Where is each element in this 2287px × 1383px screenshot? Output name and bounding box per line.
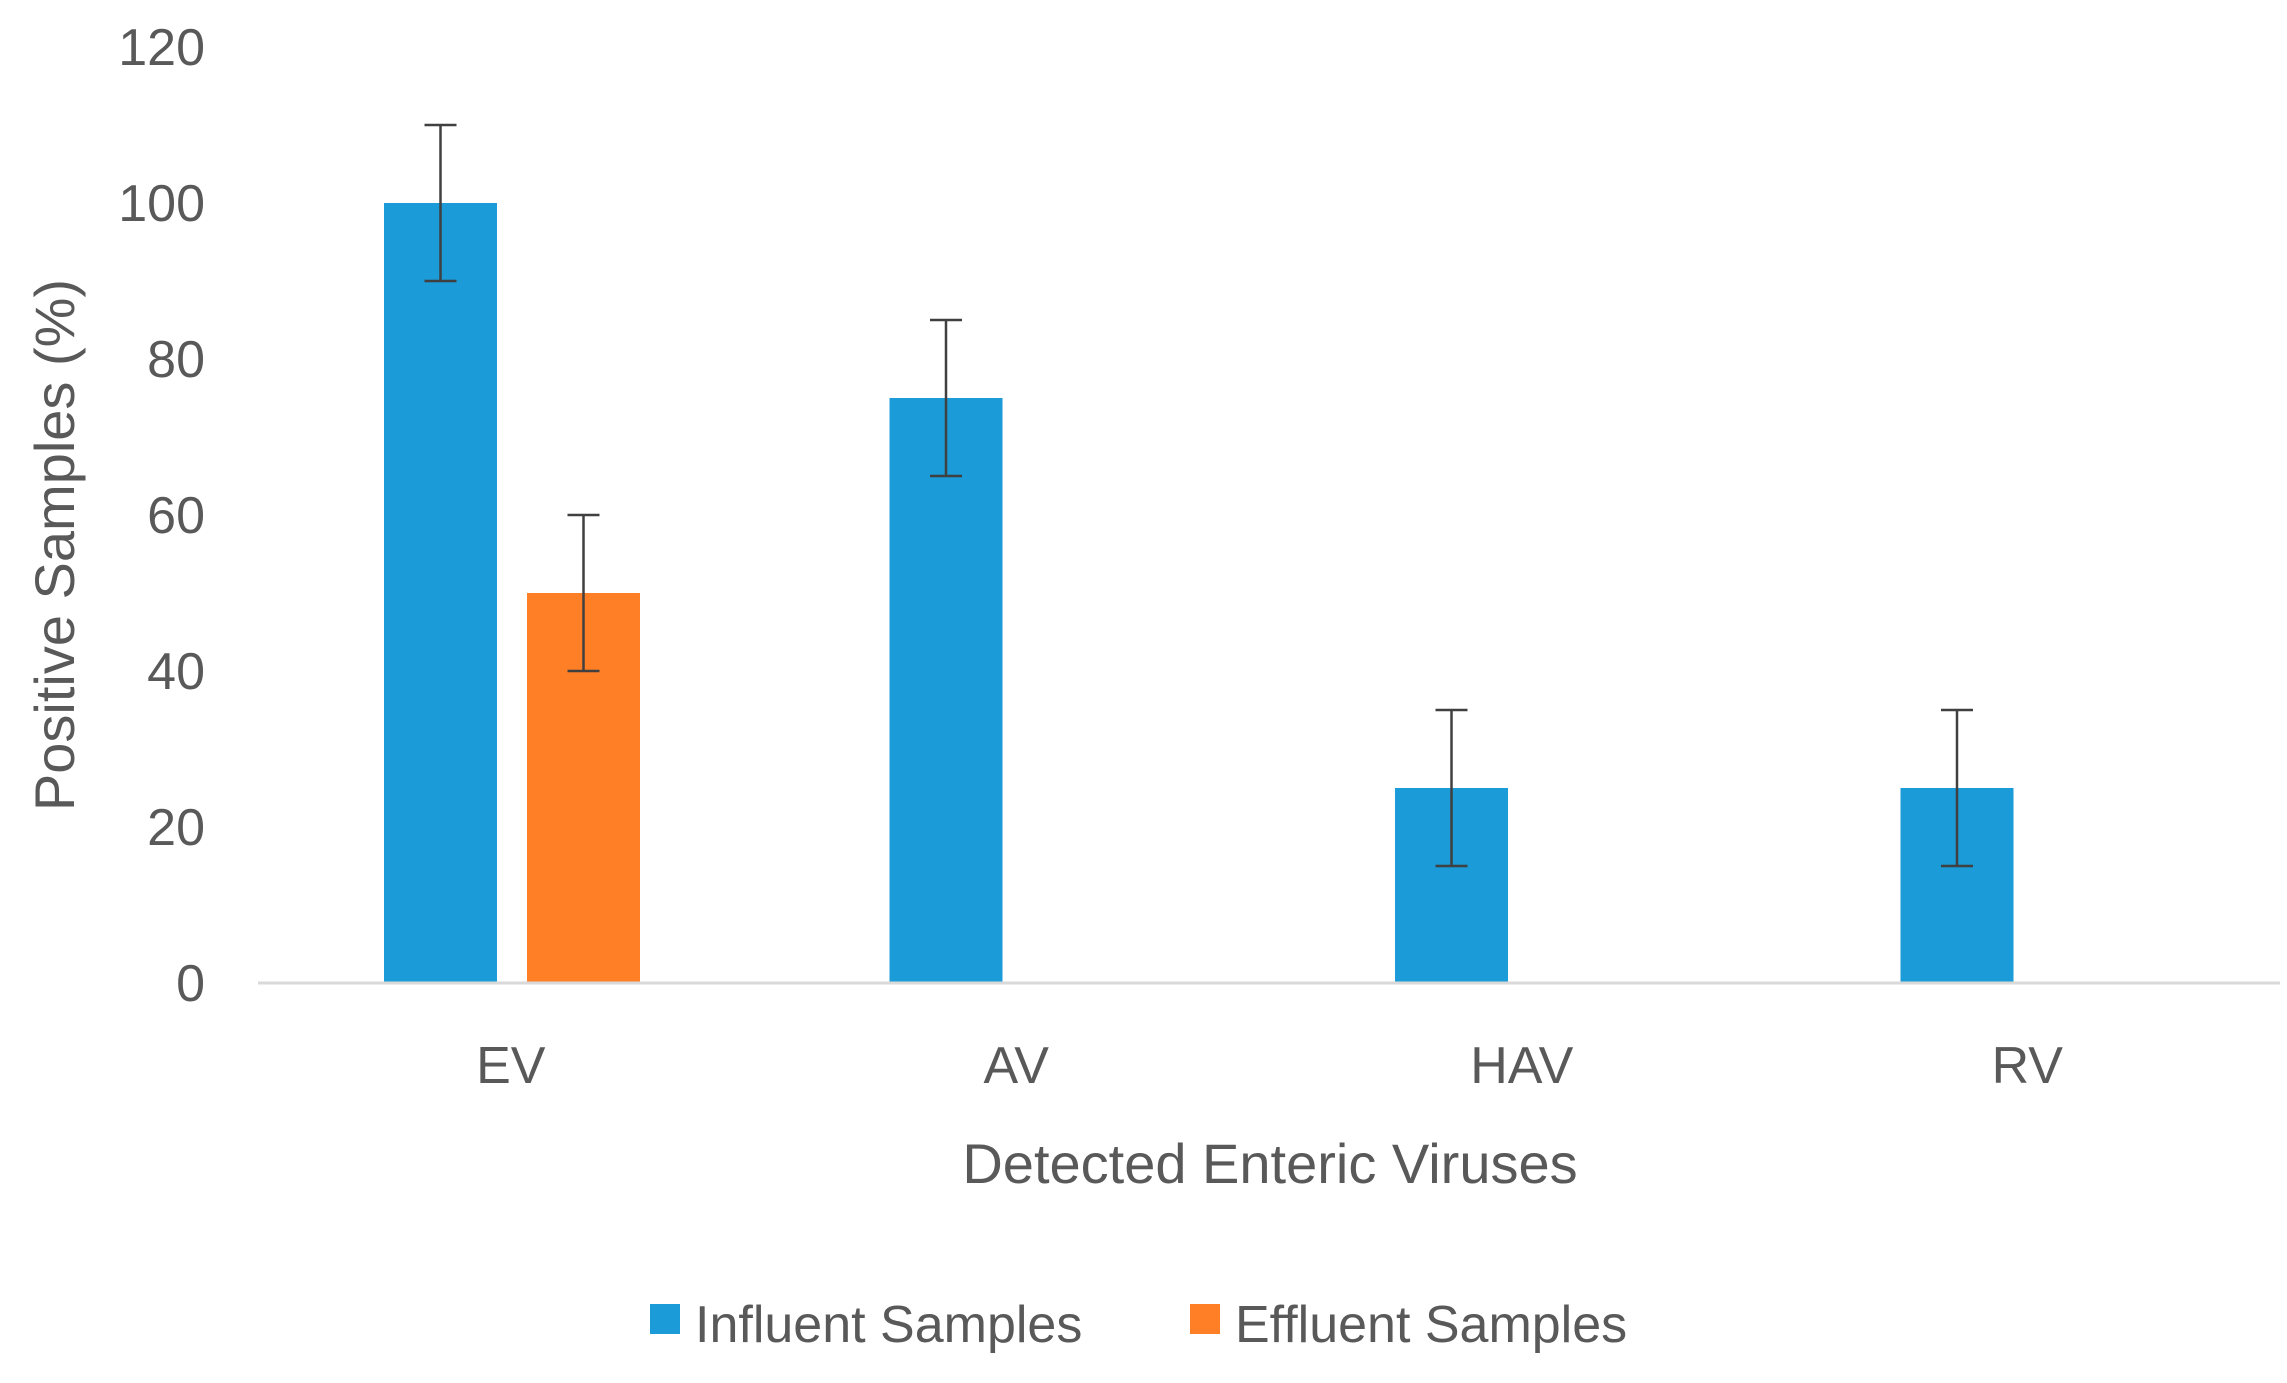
legend-label: Influent Samples xyxy=(695,1296,1082,1354)
error-bars-layer xyxy=(424,123,1973,868)
bars-layer xyxy=(384,203,2014,983)
bar-influent-samples-av xyxy=(889,398,1003,983)
y-tick-label: 100 xyxy=(118,175,205,233)
x-tick-labels: EV AV HAV RV xyxy=(476,1037,2063,1095)
error-bar-influent-samples-hav xyxy=(1435,708,1468,868)
y-tick-label: 0 xyxy=(176,955,205,1013)
bar-influent-samples-ev xyxy=(384,203,497,983)
x-tick-label-av: AV xyxy=(983,1037,1049,1095)
y-tick-labels: 0 20 40 60 80 100 120 xyxy=(118,19,205,1013)
legend: Influent Samples Effluent Samples xyxy=(650,1296,1627,1354)
y-tick-label: 120 xyxy=(118,19,205,77)
y-tick-label: 80 xyxy=(147,331,205,389)
y-tick-label: 40 xyxy=(147,643,205,701)
legend-swatch xyxy=(650,1304,680,1334)
y-tick-label: 60 xyxy=(147,487,205,545)
legend-label: Effluent Samples xyxy=(1235,1296,1627,1354)
y-tick-label: 20 xyxy=(147,799,205,857)
x-tick-label-hav: HAV xyxy=(1470,1037,1573,1095)
y-axis-title: Positive Samples (%) xyxy=(23,279,86,811)
legend-item-effluent-samples: Effluent Samples xyxy=(1190,1296,1627,1354)
x-axis-title: Detected Enteric Viruses xyxy=(962,1132,1577,1195)
legend-item-influent-samples: Influent Samples xyxy=(650,1296,1082,1354)
error-bar-influent-samples-ev xyxy=(424,123,457,283)
legend-swatch xyxy=(1190,1304,1220,1334)
x-tick-label-ev: EV xyxy=(476,1037,546,1095)
error-bar-effluent-samples-ev xyxy=(567,513,600,673)
error-bar-influent-samples-rv xyxy=(1941,708,1973,868)
x-tick-label-rv: RV xyxy=(1992,1037,2064,1095)
error-bar-influent-samples-av xyxy=(930,318,962,478)
